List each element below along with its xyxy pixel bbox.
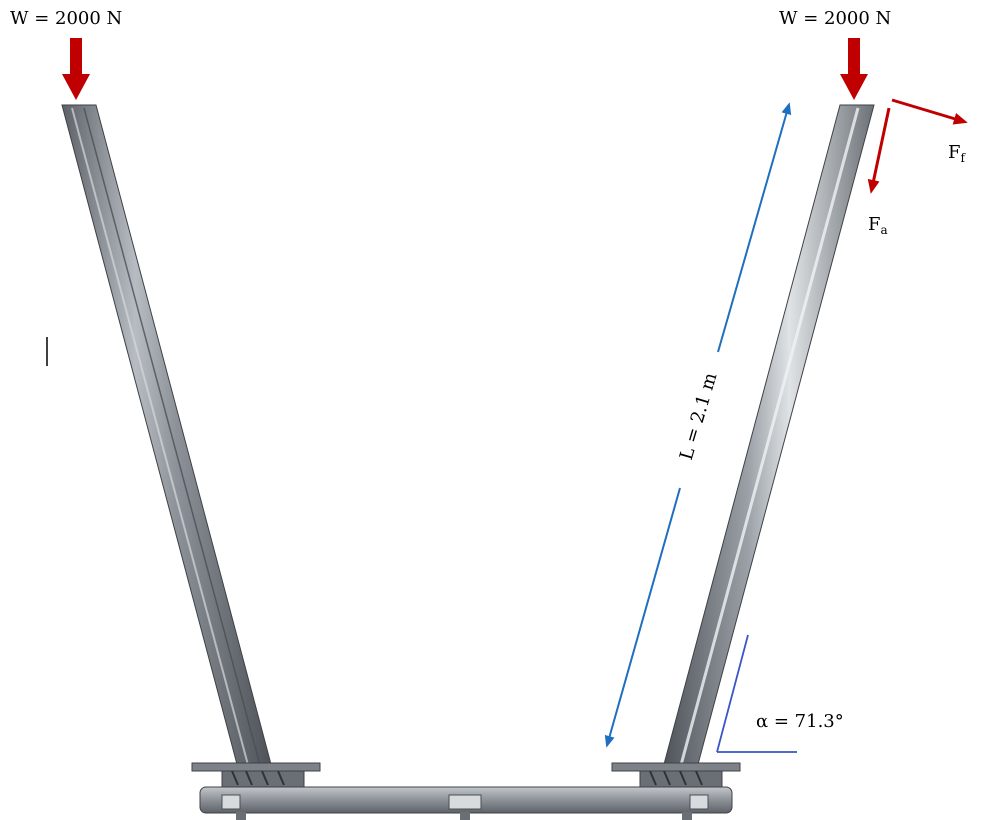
friction-force-label: Ff xyxy=(948,142,967,165)
angle-indicator xyxy=(716,634,797,753)
right-weight-arrow xyxy=(840,38,868,100)
left-base-plate xyxy=(191,762,321,788)
axial-force-label: Fa xyxy=(868,214,888,237)
length-label: L = 2.1 m xyxy=(676,370,722,462)
right-base-plate xyxy=(611,762,741,788)
left-weight-label: W = 2000 N xyxy=(10,8,122,29)
base-rail xyxy=(199,786,733,820)
left-weight-arrow xyxy=(62,38,90,100)
axial-force-arrow xyxy=(867,107,891,194)
length-dimension-upper xyxy=(717,102,792,353)
left-strut xyxy=(61,104,273,769)
right-weight-label: W = 2000 N xyxy=(779,8,891,29)
friction-force-arrow xyxy=(891,98,968,125)
angle-label: α = 71.3° xyxy=(756,711,844,732)
length-dimension-lower xyxy=(604,487,681,748)
